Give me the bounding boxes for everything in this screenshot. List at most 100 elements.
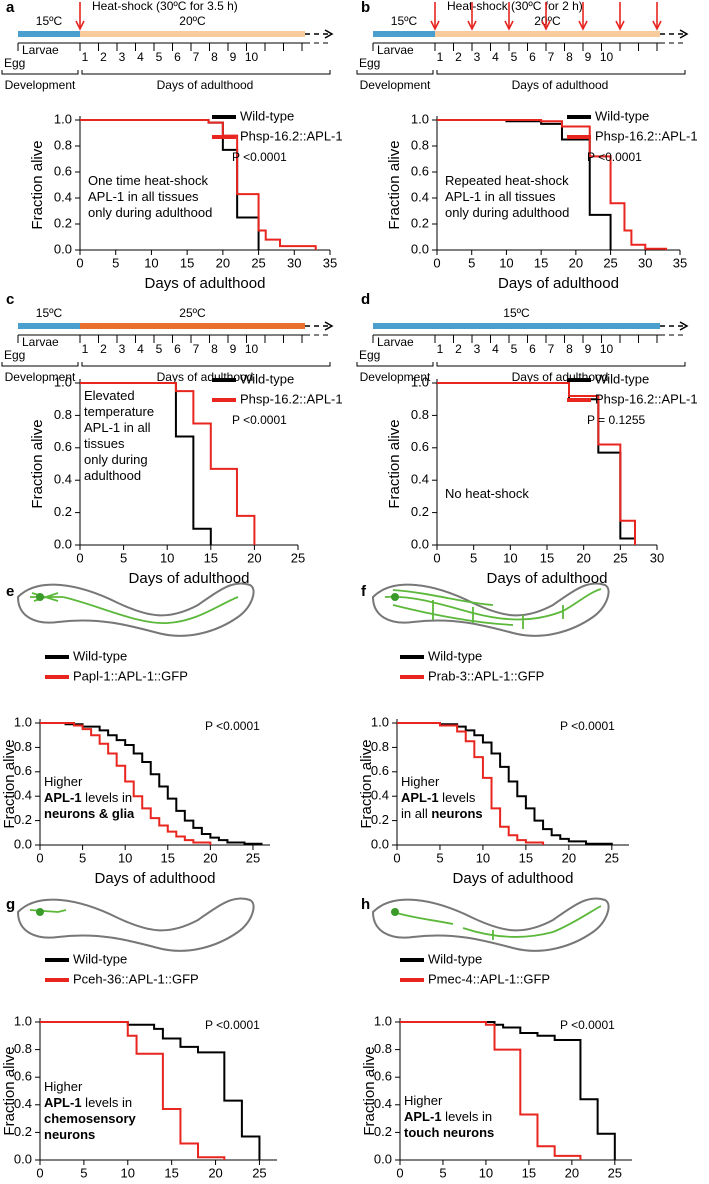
y-tick-label: 0.2 (14, 1124, 32, 1139)
x-tick-label: 25 (252, 1165, 266, 1180)
y-tick-label: 1.0 (54, 374, 72, 389)
worm-neurons (384, 588, 602, 629)
annotation: neurons & glia (44, 806, 135, 821)
y-axis-title: Fraction alive (358, 739, 375, 828)
annotation: APL-1 levels (401, 790, 476, 805)
annotation-part: APL-1 (44, 790, 82, 805)
stage-label: Larvae (22, 43, 59, 57)
legend-label: Papl-1::APL-1::GFP (73, 668, 188, 683)
worm-soma (36, 908, 44, 916)
legend-label: Prab-3::APL-1::GFP (428, 668, 544, 683)
y-tick-label: 0.8 (374, 1041, 392, 1056)
x-tick-label: 0 (76, 550, 83, 565)
egg-label: Egg (4, 348, 25, 362)
y-axis-title: Fraction alive (1, 1046, 18, 1135)
y-tick-label: 0.0 (411, 536, 429, 551)
x-tick-label: 15 (522, 1165, 536, 1180)
y-tick-label: 1.0 (374, 1013, 392, 1028)
x-tick-label: 30 (650, 550, 664, 565)
x-tick-label: 20 (569, 255, 583, 270)
y-tick-label: 0.6 (374, 1069, 392, 1084)
y-tick-label: 0.2 (371, 812, 389, 827)
survival-curve (80, 119, 317, 250)
legend-label: Phsp-16.2::APL-1 (595, 391, 698, 406)
panel-letter: d (361, 291, 370, 308)
y-tick-label: 0.0 (371, 836, 389, 851)
x-tick-label: 35 (673, 255, 687, 270)
p-value: P <0.0001 (232, 413, 287, 427)
day-label: 5 (156, 342, 163, 356)
survival-curve (437, 119, 668, 250)
y-axis-title: Fraction alive (1, 739, 18, 828)
legend-label: Wild-type (595, 371, 649, 386)
panel-letter: a (6, 0, 15, 16)
annotation-part: Repeated heat-shock (445, 173, 569, 188)
x-tick-label: 10 (476, 850, 490, 865)
panel-letter: h (361, 896, 370, 913)
panel-letter: g (6, 896, 15, 913)
temperature-bar (435, 31, 660, 37)
x-tick-label: 30 (287, 255, 301, 270)
day-label: 7 (548, 50, 555, 64)
annotation: in all neurons (401, 806, 483, 821)
day-label: 6 (529, 50, 536, 64)
annotation: temperature (84, 404, 154, 419)
x-tick-label: 20 (216, 255, 230, 270)
y-tick-label: 0.8 (371, 739, 389, 754)
x-tick-label: 20 (576, 550, 590, 565)
annotation: APL-1 levels in (44, 1095, 132, 1110)
day-label: 5 (511, 342, 518, 356)
survival-curve (397, 722, 613, 845)
x-tick-label: 5 (120, 550, 127, 565)
brace (1, 70, 79, 75)
annotation: only during (84, 452, 148, 467)
x-tick-label: 0 (433, 550, 440, 565)
day-label: 8 (211, 50, 218, 64)
worm-neurons (392, 905, 602, 940)
x-tick-label: 15 (161, 850, 175, 865)
x-tick-label: 25 (251, 255, 265, 270)
day-label: 2 (100, 342, 107, 356)
annotation-part: APL-1 in all (84, 420, 151, 435)
legend-label: Wild-type (73, 648, 127, 663)
annotation: Higher (404, 1093, 443, 1108)
y-tick-label: 0.0 (14, 1151, 32, 1166)
worm-drawing (371, 582, 610, 637)
y-tick-label: 0.8 (14, 739, 32, 754)
x-tick-label: 5 (468, 255, 475, 270)
day-label: 4 (492, 50, 499, 64)
day-label: 6 (174, 50, 181, 64)
x-tick-label: 0 (393, 850, 400, 865)
worm-drawing (16, 582, 255, 637)
day-label: 3 (119, 50, 126, 64)
panel-letter: f (361, 583, 367, 600)
y-tick-label: 1.0 (371, 714, 389, 729)
legend-label: Wild-type (428, 648, 482, 663)
brace (356, 362, 434, 367)
x-tick-label: 20 (208, 1165, 222, 1180)
temperature-label: 20ºC (534, 14, 561, 28)
x-tick-label: 0 (396, 1165, 403, 1180)
x-tick-label: 10 (479, 1165, 493, 1180)
annotation: APL-1 in all tissues (88, 189, 199, 204)
x-tick-label: 10 (160, 550, 174, 565)
legend-label: Wild-type (428, 951, 482, 966)
temperature-label: 25ºC (179, 306, 206, 320)
legend-label: Phsp-16.2::APL-1 (240, 391, 343, 406)
legend-label: Pmec-4::APL-1::GFP (428, 971, 550, 986)
x-tick-label: 15 (519, 850, 533, 865)
temperature-label: 15ºC (36, 14, 63, 28)
y-tick-label: 0.8 (411, 407, 429, 422)
annotation: APL-1 levels in (44, 790, 132, 805)
x-tick-label: 5 (79, 850, 86, 865)
x-tick-label: 15 (180, 255, 194, 270)
day-label: 9 (585, 342, 592, 356)
heat-arrow-head (467, 20, 477, 31)
worm-outline (371, 897, 610, 952)
x-tick-label: 10 (503, 550, 517, 565)
annotation-part: APL-1 (44, 1095, 82, 1110)
annotation-part: One time heat-shock (88, 173, 208, 188)
day-label: 9 (585, 50, 592, 64)
brace (436, 362, 686, 367)
